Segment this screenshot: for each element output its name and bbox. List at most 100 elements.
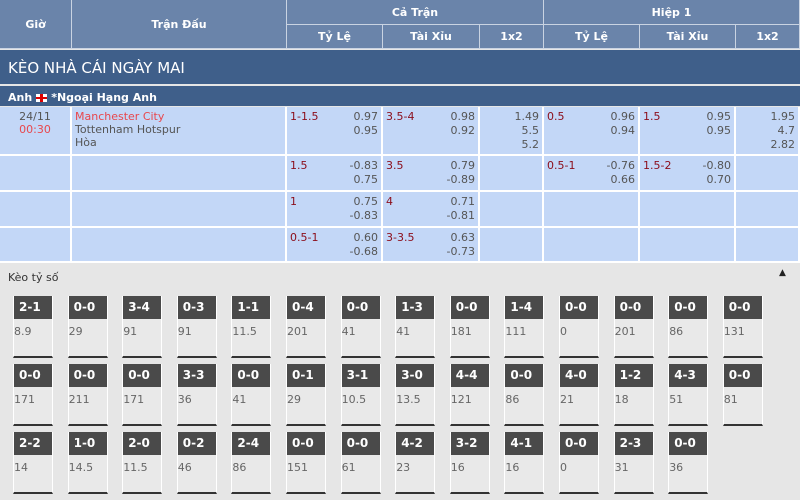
odds-cell[interactable]: 3-3.5 0.63 -0.73	[383, 228, 480, 263]
score-card[interactable]: 2-4 86	[231, 432, 272, 494]
draw-label: Hòa	[75, 136, 97, 149]
score-card[interactable]: 0-0 0	[559, 432, 599, 494]
score-card[interactable]: 1-3 41	[395, 296, 436, 358]
odds-cell[interactable]: 1.5 -0.83 0.75	[287, 156, 383, 192]
score-card[interactable]: 0-4 201	[286, 296, 326, 358]
score-label: 0-0	[723, 364, 762, 387]
score-card[interactable]: 0-0 171	[13, 364, 53, 426]
col-h1-ty-le: Tỷ Lệ	[544, 25, 640, 49]
score-card[interactable]: 0-2 46	[176, 432, 217, 494]
odds-cell[interactable]	[72, 156, 287, 192]
score-odds: 10.5	[341, 393, 367, 406]
odds-cell[interactable]: 1 0.75 -0.83	[287, 192, 383, 228]
score-card[interactable]: 0-0 86	[504, 364, 545, 426]
score-card[interactable]: 4-1 16	[504, 432, 545, 494]
score-card[interactable]: 2-2 14	[13, 432, 53, 494]
odds-cell[interactable]	[640, 192, 736, 228]
score-card[interactable]: 4-0 21	[559, 364, 599, 426]
score-odds: 51	[669, 393, 684, 406]
h1-handicap-odds: -0.76 0.66	[607, 159, 635, 187]
odds-cell[interactable]: 4 0.71 -0.81	[383, 192, 480, 228]
score-card[interactable]: 0-0 181	[449, 296, 490, 358]
odds-cell[interactable]	[480, 192, 544, 228]
score-card[interactable]: 0-0 171	[122, 364, 163, 426]
away-team[interactable]: Tottenham Hotspur	[75, 123, 181, 136]
score-card[interactable]: 4-3 51	[668, 364, 709, 426]
score-card[interactable]: 0-0 36	[668, 432, 709, 494]
score-card[interactable]: 3-1 10.5	[340, 364, 381, 426]
odds-cell[interactable]: 3.5 0.79 -0.89	[383, 156, 480, 192]
odds-cell[interactable]: 0.5-1 0.60 -0.68	[287, 228, 383, 263]
odds-cell[interactable]: 0.5-1 -0.76 0.66	[544, 156, 640, 192]
col-ca-tran: Cả Trận	[287, 0, 544, 25]
score-card[interactable]: 0-1 29	[286, 364, 326, 426]
odds-cell[interactable]: 1.5-2 -0.80 0.70	[640, 156, 736, 192]
odds-cell[interactable]: 1.95 4.7 2.82	[736, 107, 800, 156]
league-row[interactable]: Anh *Ngoại Hạng Anh	[0, 86, 800, 106]
score-card[interactable]: 0-0 29	[67, 296, 108, 358]
odds-cell[interactable]: 0.5 0.96 0.94	[544, 107, 640, 156]
score-card[interactable]: 0-0 0	[559, 296, 599, 358]
score-card[interactable]: 0-0 81	[722, 364, 763, 426]
odds-cell[interactable]	[72, 192, 287, 228]
odds-cell[interactable]: 1.49 5.5 5.2	[480, 107, 544, 156]
odds-cell[interactable]	[0, 228, 72, 263]
odds-cell[interactable]	[736, 156, 800, 192]
odds-cell[interactable]	[480, 156, 544, 192]
ft-over-under-line: 3-3.5	[386, 231, 415, 244]
score-label: 2-3	[614, 432, 653, 455]
score-card[interactable]: 3-0 13.5	[395, 364, 436, 426]
score-label: 0-0	[669, 296, 708, 319]
odds-cell[interactable]	[72, 228, 287, 263]
score-label: 2-4	[232, 432, 271, 455]
triangle-up-icon[interactable]: ▲	[779, 268, 786, 278]
score-card[interactable]: 2-0 11.5	[122, 432, 163, 494]
odds-cell[interactable]	[736, 192, 800, 228]
odds-cell[interactable]	[736, 228, 800, 263]
home-team[interactable]: Manchester City	[75, 110, 165, 123]
odds-value: 0.95	[706, 124, 732, 137]
score-label: 2-2	[14, 432, 52, 455]
odds-cell[interactable]: 24/11 00:30	[0, 107, 72, 156]
score-card[interactable]: 4-4 121	[449, 364, 490, 426]
score-card[interactable]: 2-3 31	[613, 432, 654, 494]
score-card[interactable]: 1-4 111	[504, 296, 545, 358]
ft-handicap-line: 1	[290, 195, 297, 208]
league-country: Anh	[8, 91, 33, 104]
odds-value: 1.49	[514, 110, 540, 123]
odds-cell[interactable]: 3.5-4 0.98 0.92	[383, 107, 480, 156]
score-card[interactable]: 0-0 41	[340, 296, 381, 358]
score-card[interactable]: 2-1 8.9	[13, 296, 53, 358]
score-label: 0-1	[287, 364, 325, 387]
score-card[interactable]: 0-0 131	[722, 296, 763, 358]
score-card[interactable]: 1-2 18	[613, 364, 654, 426]
odds-cell[interactable]	[544, 192, 640, 228]
score-label: 2-1	[14, 296, 52, 319]
odds-value: 2.82	[770, 138, 796, 151]
score-label: 4-1	[505, 432, 544, 455]
score-card[interactable]: 0-0 151	[286, 432, 326, 494]
odds-value: -0.83	[349, 209, 378, 222]
score-card[interactable]: 1-1 11.5	[231, 296, 272, 358]
score-card[interactable]: 0-0 211	[67, 364, 108, 426]
score-card[interactable]: 0-0 41	[231, 364, 272, 426]
odds-cell[interactable]	[544, 228, 640, 263]
score-card[interactable]: 3-3 36	[176, 364, 217, 426]
score-odds: 201	[287, 325, 308, 338]
score-label: 0-0	[68, 364, 107, 387]
score-card[interactable]: 0-3 91	[176, 296, 217, 358]
score-card[interactable]: 1-0 14.5	[67, 432, 108, 494]
odds-cell[interactable]	[0, 192, 72, 228]
odds-cell[interactable]	[0, 156, 72, 192]
score-card[interactable]: 3-2 16	[449, 432, 490, 494]
score-card[interactable]: 3-4 91	[122, 296, 163, 358]
odds-cell[interactable]	[640, 228, 736, 263]
odds-cell[interactable]: 1-1.5 0.97 0.95	[287, 107, 383, 156]
odds-cell[interactable]: 1.5 0.95 0.95	[640, 107, 736, 156]
score-card[interactable]: 0-0 61	[340, 432, 381, 494]
score-card[interactable]: 4-2 23	[395, 432, 436, 494]
score-card[interactable]: 0-0 201	[613, 296, 654, 358]
odds-cell[interactable]: Manchester City Tottenham Hotspur Hòa	[72, 107, 287, 156]
score-card[interactable]: 0-0 86	[668, 296, 709, 358]
odds-cell[interactable]	[480, 228, 544, 263]
